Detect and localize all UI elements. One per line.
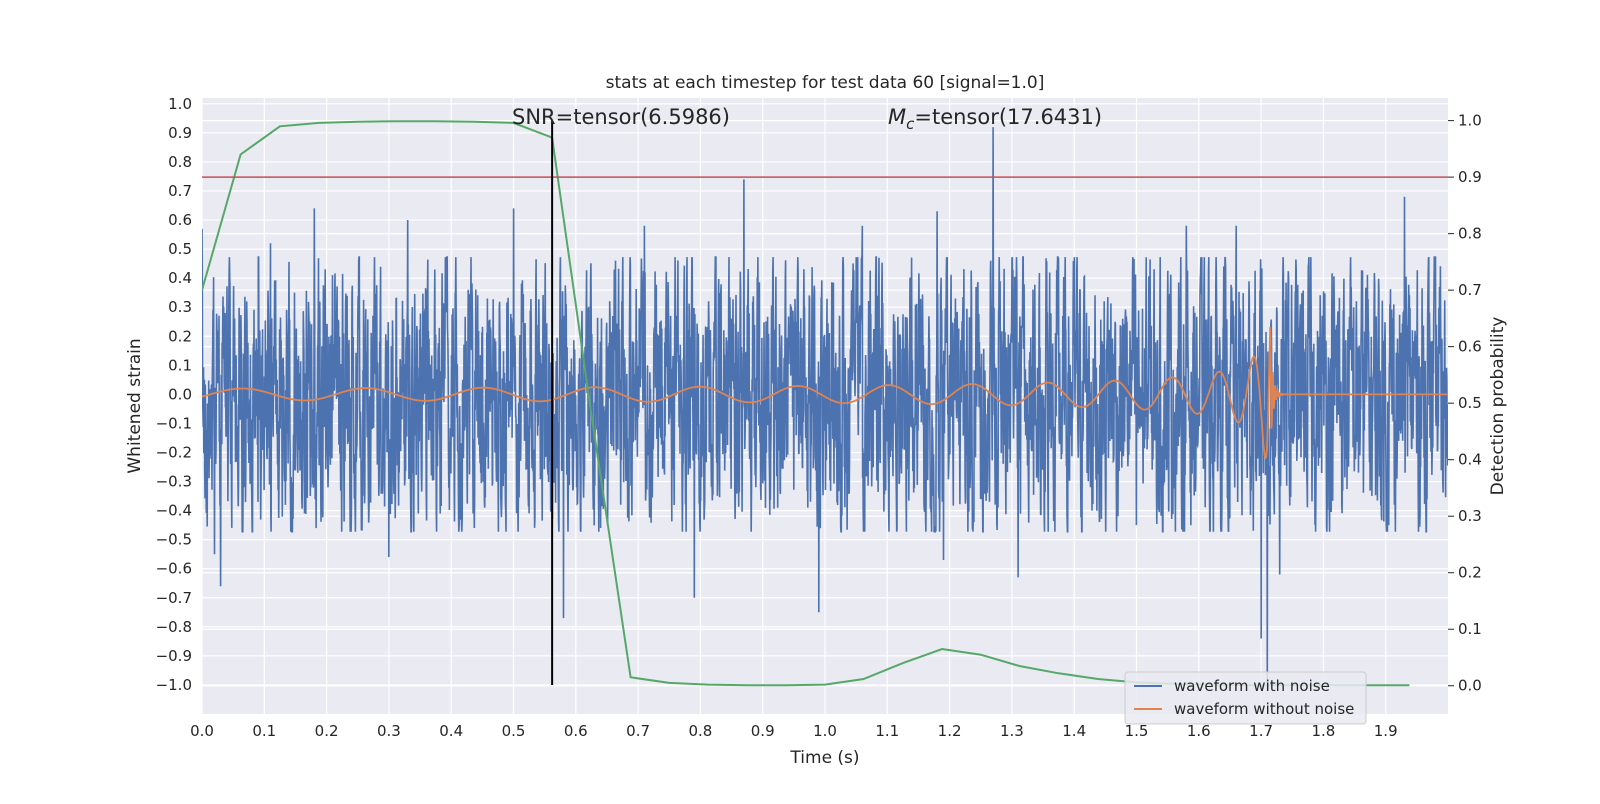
y-axis-left-ticks: 1.0 0.9 0.8 0.7 0.6 0.5 0.4 0.3 0.2 0.1 0.0 −0.1 −0.… — [156, 95, 192, 694]
chirp-mass-symbol: M — [888, 105, 906, 129]
y-left-tick-label: 0.1 — [168, 356, 192, 374]
legend-label-noise: waveform with noise — [1174, 677, 1330, 695]
x-tick-label: 1.8 — [1311, 722, 1335, 740]
x-tick-label: 1.1 — [875, 722, 899, 740]
x-tick-label: 1.0 — [813, 722, 837, 740]
y-left-tick-label: 0.7 — [168, 182, 192, 200]
y-right-tick-label: 0.2 — [1458, 564, 1482, 582]
x-tick-label: 1.6 — [1187, 722, 1211, 740]
y-right-tick-label: 0.3 — [1458, 507, 1482, 525]
y-left-tick-label: −0.1 — [156, 414, 192, 432]
x-tick-label: 0.1 — [252, 722, 276, 740]
y-left-tick-label: 0.9 — [168, 124, 192, 142]
y-right-tick-label: 1.0 — [1458, 112, 1482, 130]
waveform-without-noise-line — [202, 326, 1448, 460]
x-tick-label: 0.4 — [439, 722, 463, 740]
x-tick-label: 0.3 — [377, 722, 401, 740]
y-left-tick-label: −0.6 — [156, 560, 192, 578]
y-left-tick-label: −0.4 — [156, 502, 192, 520]
y-left-tick-label: −0.9 — [156, 647, 192, 665]
waveform-with-noise-line — [202, 127, 1448, 691]
y-right-tick-label: 0.5 — [1458, 394, 1482, 412]
x-tick-label: 1.4 — [1062, 722, 1086, 740]
y-left-tick-label: −0.2 — [156, 443, 192, 461]
legend-label-clean: waveform without noise — [1174, 700, 1354, 718]
legend: waveform with noise waveform without noi… — [1124, 671, 1367, 725]
y-right-tick-label: 0.8 — [1458, 225, 1482, 243]
y-right-tick-label: 0.9 — [1458, 168, 1482, 186]
x-axis-ticks: 0.0 0.1 0.2 0.3 0.4 0.5 0.6 0.7 0.8 0.9 1.0 1.1 1.2 1… — [190, 722, 1398, 740]
legend-box — [1124, 671, 1367, 725]
y-left-tick-label: 0.4 — [168, 269, 192, 287]
x-tick-label: 1.7 — [1249, 722, 1273, 740]
chirp-mass-subscript: c — [906, 115, 915, 133]
y-left-tick-label: 0.0 — [168, 385, 192, 403]
y-right-tick-label: 0.7 — [1458, 281, 1482, 299]
x-tick-label: 0.0 — [190, 722, 214, 740]
x-tick-label: 0.7 — [626, 722, 650, 740]
y-left-tick-label: −0.5 — [156, 531, 192, 549]
x-tick-label: 1.2 — [938, 722, 962, 740]
x-tick-label: 0.5 — [502, 722, 526, 740]
x-tick-label: 0.6 — [564, 722, 588, 740]
x-axis-label: Time (s) — [789, 748, 859, 768]
chirp-mass-value: =tensor(17.6431) — [914, 105, 1102, 129]
chirp-mass-annotation: Mc=tensor(17.6431) — [888, 105, 1102, 133]
y-left-tick-label: −0.3 — [156, 473, 192, 491]
y-left-tick-label: 0.8 — [168, 153, 192, 171]
y-left-tick-label: −0.7 — [156, 589, 192, 607]
series-waveform-without-noise — [202, 326, 1448, 460]
x-tick-label: 0.8 — [688, 722, 712, 740]
y-right-tick-label: 0.1 — [1458, 620, 1482, 638]
y-axis-left-label: Whitened strain — [125, 338, 145, 473]
y-axis-right-label: Detection probability — [1488, 317, 1508, 496]
x-tick-label: 1.3 — [1000, 722, 1024, 740]
y-left-tick-label: 0.2 — [168, 327, 192, 345]
y-right-tick-label: 0.6 — [1458, 338, 1482, 356]
y-right-tick-label: 0.0 — [1458, 677, 1482, 695]
y-left-tick-label: 0.5 — [168, 240, 192, 258]
snr-annotation: SNR=tensor(6.5986) — [512, 105, 730, 129]
x-tick-label: 0.2 — [315, 722, 339, 740]
y-axis-right-ticks: 1.0 0.9 0.8 0.7 0.6 0.5 0.4 0.3 0.2 0.1 0.0 — [1448, 112, 1482, 695]
chart-title: stats at each timestep for test data 60 … — [606, 73, 1045, 93]
y-left-tick-label: −0.8 — [156, 618, 192, 636]
x-tick-label: 1.9 — [1374, 722, 1398, 740]
x-tick-label: 1.5 — [1125, 722, 1149, 740]
y-left-tick-label: 0.3 — [168, 298, 192, 316]
series-waveform-with-noise — [202, 127, 1448, 691]
y-left-tick-label: 0.6 — [168, 211, 192, 229]
y-left-tick-label: −1.0 — [156, 676, 192, 694]
y-right-tick-label: 0.4 — [1458, 451, 1482, 469]
x-tick-label: 0.9 — [751, 722, 775, 740]
y-left-tick-label: 1.0 — [168, 95, 192, 113]
